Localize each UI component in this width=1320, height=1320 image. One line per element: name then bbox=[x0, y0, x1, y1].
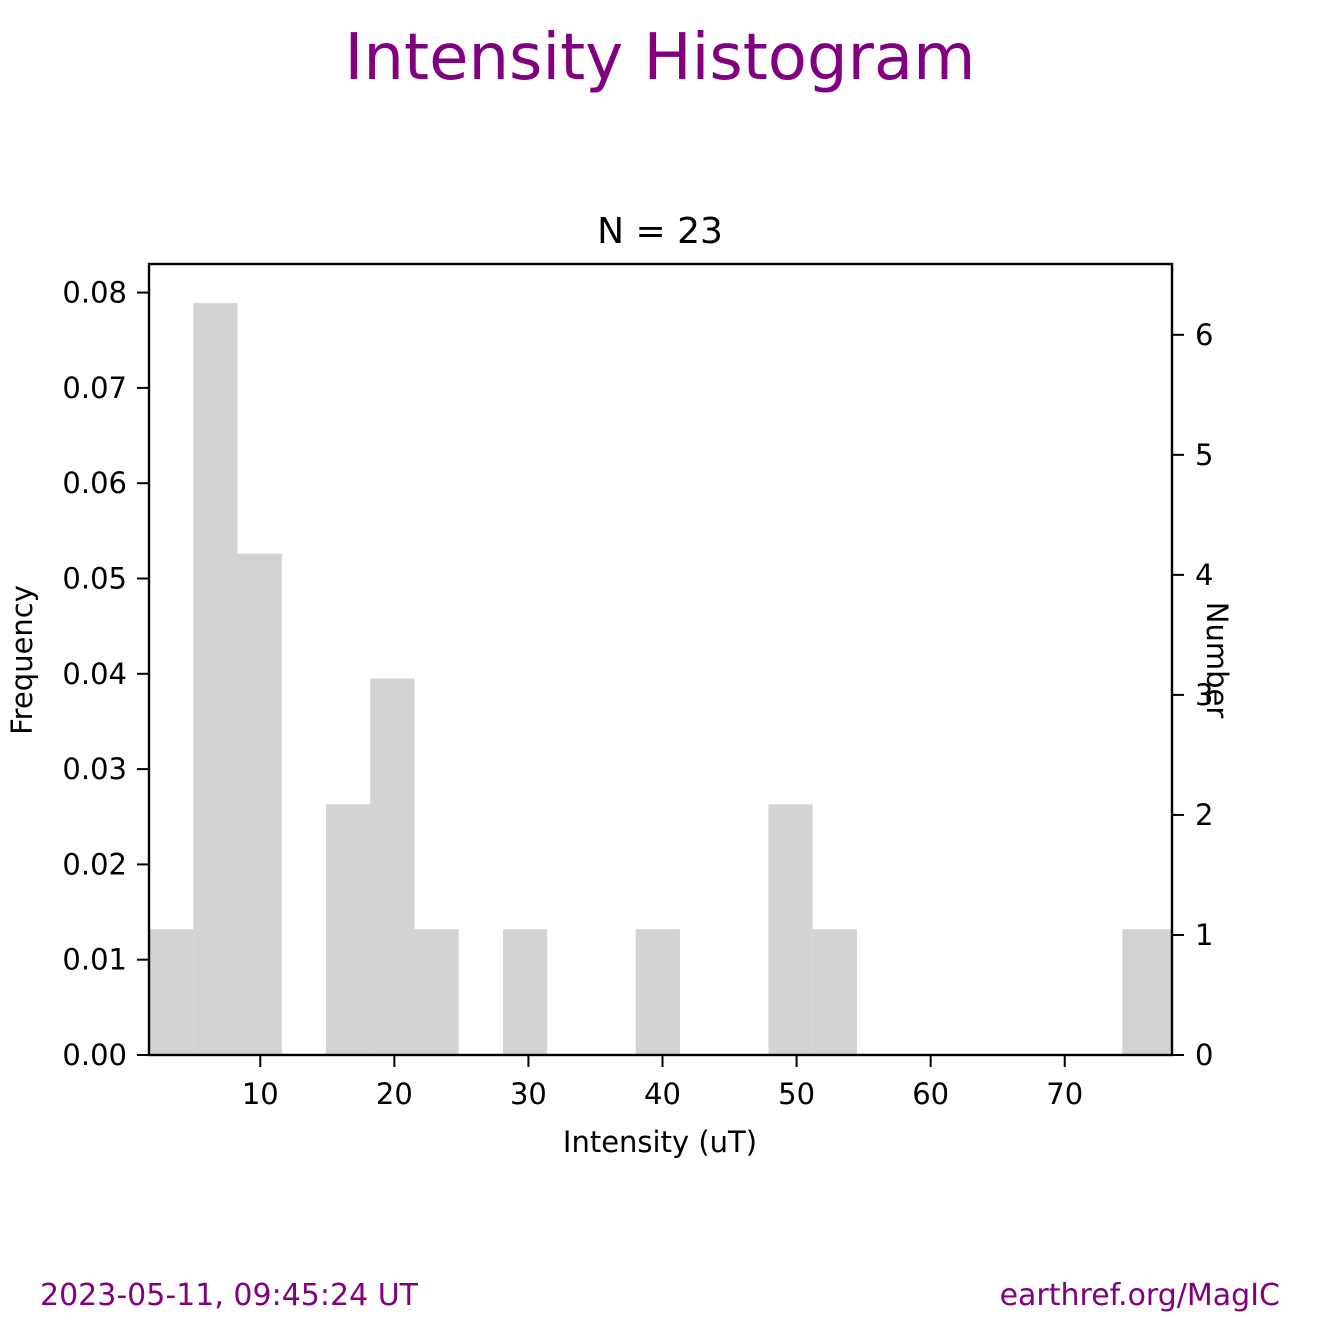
y2-tick-label: 5 bbox=[1195, 438, 1213, 472]
y-axis-left-ticks: 0.00 0.01 0.02 0.03 0.04 0.05 0.06 0.07 0.08 bbox=[62, 276, 149, 1072]
x-axis-label: Intensity (uT) bbox=[563, 1125, 757, 1159]
y-axis-right-label: Number bbox=[1200, 602, 1234, 719]
histogram-bar bbox=[502, 929, 548, 1055]
footer-source-link[interactable]: earthref.org/MagIC bbox=[1000, 1278, 1280, 1313]
plot-frame bbox=[147, 262, 1174, 1057]
histogram-bar bbox=[237, 553, 282, 1055]
histogram-bar bbox=[1122, 929, 1172, 1055]
y-tick-label: 0.01 bbox=[62, 943, 127, 977]
chart-subtitle: N = 23 bbox=[597, 211, 723, 252]
histogram-bar bbox=[370, 678, 415, 1055]
histogram-bar bbox=[812, 929, 857, 1055]
histogram-bar bbox=[149, 929, 194, 1055]
y2-tick-label: 2 bbox=[1195, 798, 1213, 832]
footer-timestamp: 2023-05-11, 09:45:24 UT bbox=[40, 1278, 419, 1313]
x-tick-label: 40 bbox=[644, 1077, 681, 1111]
histogram-bar bbox=[325, 804, 371, 1055]
x-axis-ticks: 10 20 30 40 50 60 70 bbox=[242, 1055, 1083, 1111]
y-tick-label: 0.05 bbox=[62, 561, 127, 595]
x-tick-label: 20 bbox=[376, 1077, 413, 1111]
histogram-bar bbox=[414, 929, 459, 1055]
x-tick-label: 70 bbox=[1046, 1077, 1083, 1111]
y2-tick-label: 1 bbox=[1195, 918, 1213, 952]
y2-tick-label: 4 bbox=[1195, 558, 1213, 592]
y-tick-label: 0.02 bbox=[62, 847, 127, 881]
y2-tick-label: 0 bbox=[1195, 1038, 1213, 1072]
histogram-bar bbox=[635, 929, 680, 1055]
x-tick-label: 50 bbox=[778, 1077, 815, 1111]
y-axis-left-label: Frequency bbox=[5, 585, 39, 735]
chart-title: Intensity Histogram bbox=[345, 21, 976, 95]
y-tick-label: 0.00 bbox=[62, 1038, 127, 1072]
y2-tick-label: 3 bbox=[1195, 678, 1213, 712]
x-tick-label: 60 bbox=[912, 1077, 949, 1111]
histogram-bar bbox=[193, 303, 238, 1055]
y-axis-right-ticks: 0 1 2 3 4 5 6 bbox=[1172, 318, 1213, 1072]
histogram-bars bbox=[149, 303, 1172, 1055]
y-tick-label: 0.04 bbox=[62, 657, 127, 691]
x-tick-label: 10 bbox=[242, 1077, 279, 1111]
y-tick-label: 0.06 bbox=[62, 466, 127, 500]
y-tick-label: 0.07 bbox=[62, 371, 127, 405]
histogram-bar bbox=[768, 804, 813, 1055]
y2-tick-label: 6 bbox=[1195, 318, 1213, 352]
x-tick-label: 30 bbox=[510, 1077, 547, 1111]
y-tick-label: 0.08 bbox=[62, 276, 127, 310]
y-tick-label: 0.03 bbox=[62, 752, 127, 786]
